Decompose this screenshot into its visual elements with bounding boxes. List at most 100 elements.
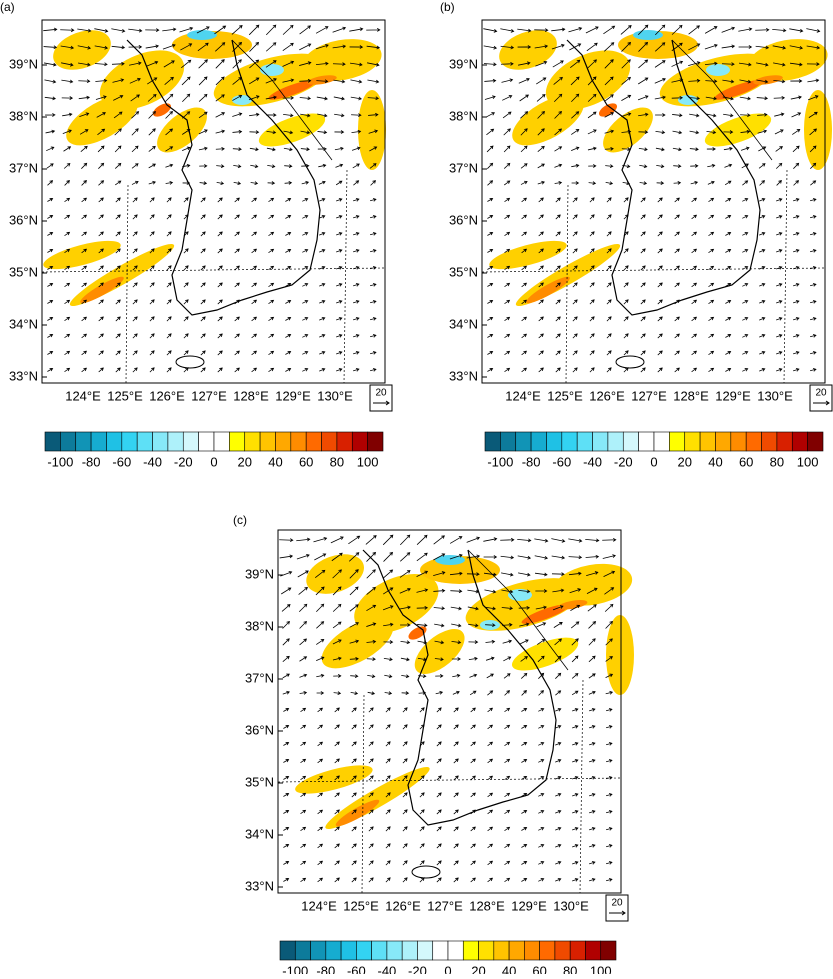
- wind-vector: [319, 300, 326, 304]
- lon-label: 128°E: [469, 898, 505, 913]
- wind-vector: [182, 146, 191, 151]
- wind-vector: [402, 843, 408, 849]
- wind-vector: [605, 673, 614, 678]
- wind-vector: [588, 164, 597, 168]
- wind-vector: [656, 164, 665, 169]
- wind-vector: [487, 826, 494, 832]
- wind-vector: [385, 758, 391, 764]
- wind-vector: [181, 59, 192, 69]
- wind-vector: [115, 214, 121, 220]
- wind-vector: [353, 180, 360, 186]
- colorbar-label: 40: [268, 454, 282, 469]
- wind-vector: [555, 759, 562, 763]
- wind-vector: [691, 231, 698, 237]
- wind-vector: [450, 589, 463, 594]
- border-line: [467, 549, 569, 671]
- wind-vector: [232, 59, 242, 69]
- wind-vector: [368, 877, 374, 883]
- wind-vector: [165, 128, 174, 136]
- panel-label: (a): [0, 0, 15, 14]
- wind-vector: [568, 555, 583, 560]
- wind-vector: [353, 351, 360, 355]
- wind-vector: [674, 282, 680, 288]
- wind-vector: [268, 299, 275, 304]
- wind-vector: [302, 232, 309, 236]
- wind-vector: [131, 128, 139, 136]
- colorbar-box: [761, 431, 778, 452]
- wind-vector: [555, 742, 562, 746]
- wind-vector: [401, 691, 410, 695]
- lon-label: 129°E: [275, 388, 311, 403]
- wind-vector: [487, 724, 494, 730]
- wind-vector: [301, 180, 310, 185]
- wind-vector: [589, 725, 596, 729]
- wind-vector: [78, 95, 91, 100]
- wind-vector: [316, 673, 325, 678]
- wind-vector: [149, 231, 155, 237]
- wind-vector: [285, 317, 292, 321]
- wind-vector: [97, 128, 106, 136]
- wind-vector: [551, 572, 565, 577]
- wind-vector: [605, 878, 613, 882]
- wind-vector: [418, 691, 427, 695]
- colorbar-label: 40: [708, 454, 722, 469]
- wind-vector: [282, 673, 290, 679]
- grid-dash: [41, 169, 386, 384]
- wind-vector: [793, 317, 800, 321]
- wind-vector: [180, 43, 193, 51]
- wind-vector: [551, 555, 566, 560]
- wind-vector: [534, 555, 549, 560]
- wind-vector: [217, 265, 223, 271]
- wind-vector: [704, 26, 718, 34]
- wind-vector: [115, 299, 121, 305]
- wind-vector: [807, 78, 820, 83]
- wind-vector: [487, 843, 494, 849]
- wind-vector: [742, 300, 749, 304]
- wind-vector: [519, 622, 530, 627]
- wind-vector: [606, 282, 612, 288]
- wind-vector: [742, 215, 749, 219]
- lon-label: 124°E: [505, 388, 541, 403]
- wind-vector: [351, 146, 361, 151]
- wind-vector: [708, 282, 715, 287]
- wind-vector: [402, 826, 408, 832]
- wind-vector: [655, 113, 666, 117]
- colorbar-box: [447, 940, 464, 961]
- wind-vector: [759, 215, 766, 219]
- wind-vector: [674, 265, 680, 271]
- wind-vector: [283, 793, 290, 797]
- wind-vector: [742, 198, 749, 202]
- wind-vector: [115, 265, 121, 271]
- wind-vector: [148, 128, 156, 136]
- colorbar-box: [669, 431, 686, 452]
- wind-vector: [504, 809, 511, 814]
- wind-vector: [279, 538, 294, 543]
- wind-vector: [334, 741, 340, 747]
- wind-vector: [723, 130, 734, 134]
- wind-vector: [402, 724, 408, 730]
- wind-vector: [234, 265, 240, 271]
- wind-vector: [217, 350, 223, 356]
- shading: [80, 276, 124, 304]
- wind-vector: [419, 826, 425, 832]
- wind-vector: [453, 877, 459, 883]
- wind-vector: [368, 792, 374, 798]
- wind-vector: [47, 368, 54, 372]
- wind-vector: [585, 26, 599, 34]
- wind-vector: [587, 146, 597, 151]
- wind-vector: [758, 163, 766, 169]
- wind-vector: [113, 95, 124, 101]
- wind-vector: [725, 351, 732, 355]
- colorbar-label: -20: [408, 963, 427, 974]
- wind-vector: [774, 129, 784, 135]
- wind-vector: [366, 604, 377, 612]
- wind-vector: [554, 128, 563, 136]
- wind-vector: [504, 707, 511, 712]
- wind-vector: [351, 741, 357, 747]
- wind-vector: [319, 317, 326, 321]
- wind-vector: [331, 552, 343, 562]
- wind-vector: [183, 231, 189, 237]
- wind-vector: [774, 112, 785, 117]
- wind-vector: [400, 640, 411, 645]
- wind-vector: [368, 707, 374, 713]
